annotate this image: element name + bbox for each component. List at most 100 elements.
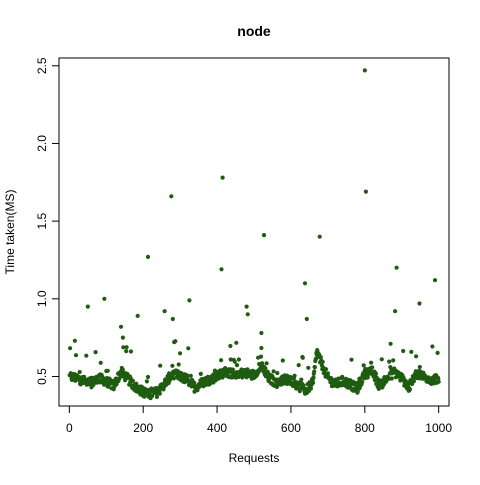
x-tick-label: 800	[355, 421, 375, 435]
data-point	[234, 340, 239, 345]
data-point	[340, 374, 345, 379]
data-point	[120, 367, 125, 372]
data-point	[370, 365, 375, 370]
data-point	[292, 373, 297, 378]
data-point	[258, 354, 264, 359]
data-point	[121, 345, 126, 350]
data-point	[300, 355, 305, 360]
data-point	[230, 367, 235, 372]
data-point	[409, 349, 414, 354]
data-point	[171, 376, 176, 381]
data-point	[325, 371, 330, 376]
data-point	[388, 341, 393, 346]
data-point-outlier	[302, 281, 308, 286]
y-axis: 0.5 1.0 1.5 2.0 2.5	[35, 57, 60, 385]
data-point	[154, 394, 159, 399]
x-axis-label: Requests	[229, 451, 280, 465]
data-point	[414, 354, 419, 359]
data-point-outlier	[135, 313, 140, 318]
data-point	[170, 363, 175, 368]
data-point	[144, 379, 149, 384]
y-tick-label: 2.5	[35, 57, 49, 74]
x-axis: 0 200 400 600 800 1000	[66, 405, 452, 435]
data-point-outlier	[245, 312, 250, 317]
data-point	[299, 377, 304, 382]
data-point	[176, 362, 181, 367]
data-point	[223, 366, 228, 371]
data-point-outlier	[220, 175, 225, 180]
data-point	[145, 374, 151, 380]
data-point-outlier	[394, 265, 399, 270]
data-point	[306, 365, 311, 370]
data-point	[124, 345, 129, 350]
data-point	[185, 373, 190, 379]
data-points	[67, 68, 441, 401]
data-point	[387, 359, 392, 364]
data-point	[345, 385, 350, 390]
x-tick-label: 200	[133, 421, 153, 435]
data-point	[361, 363, 366, 368]
data-point-outlier	[145, 254, 151, 259]
data-point	[77, 369, 82, 375]
data-point	[157, 391, 162, 396]
data-point	[318, 355, 323, 360]
data-point-outlier	[118, 324, 124, 329]
data-point	[128, 349, 134, 354]
data-point	[323, 367, 329, 372]
data-point	[311, 380, 316, 385]
data-point	[295, 386, 300, 391]
data-point-outlier	[261, 233, 267, 238]
data-point	[355, 389, 360, 394]
data-point	[142, 394, 147, 399]
x-tick-label: 600	[281, 421, 301, 435]
data-point	[84, 353, 89, 358]
data-point	[373, 371, 378, 376]
data-point	[435, 350, 440, 355]
data-point	[358, 376, 363, 381]
data-point	[430, 344, 435, 349]
data-point	[93, 350, 98, 355]
data-point-outlier	[363, 189, 368, 194]
data-point-outlier	[432, 278, 438, 283]
data-point	[192, 380, 197, 385]
y-tick-label: 1.0	[35, 290, 49, 307]
data-point	[105, 368, 110, 373]
data-point-outlier	[219, 267, 224, 272]
data-point	[234, 363, 240, 368]
data-point-outlier	[317, 234, 322, 239]
data-point-outlier	[85, 304, 90, 309]
data-point	[236, 357, 241, 362]
data-point-outlier	[170, 316, 175, 322]
data-point	[158, 363, 163, 368]
data-point	[232, 359, 237, 364]
y-tick-label: 1.5	[35, 212, 49, 229]
data-point	[264, 361, 269, 366]
data-point	[173, 339, 178, 344]
x-tick-label: 1000	[425, 421, 452, 435]
data-point	[369, 360, 374, 365]
data-point	[349, 357, 354, 362]
data-point-outlier	[259, 330, 264, 336]
data-point-outlier	[120, 335, 125, 340]
data-point	[365, 375, 370, 380]
data-point	[407, 387, 412, 392]
data-point	[389, 376, 394, 381]
data-point	[411, 379, 416, 384]
data-point	[312, 369, 317, 374]
data-point	[228, 343, 233, 349]
data-point	[296, 363, 301, 368]
data-point	[259, 345, 264, 351]
data-point	[320, 359, 325, 364]
data-point-outlier	[393, 309, 398, 314]
data-point	[130, 378, 135, 383]
data-point	[311, 375, 316, 380]
data-point	[379, 357, 384, 362]
data-point	[73, 353, 79, 358]
data-point-outlier	[169, 194, 174, 199]
data-point	[391, 358, 396, 363]
data-point	[360, 380, 365, 385]
data-point	[188, 373, 193, 378]
